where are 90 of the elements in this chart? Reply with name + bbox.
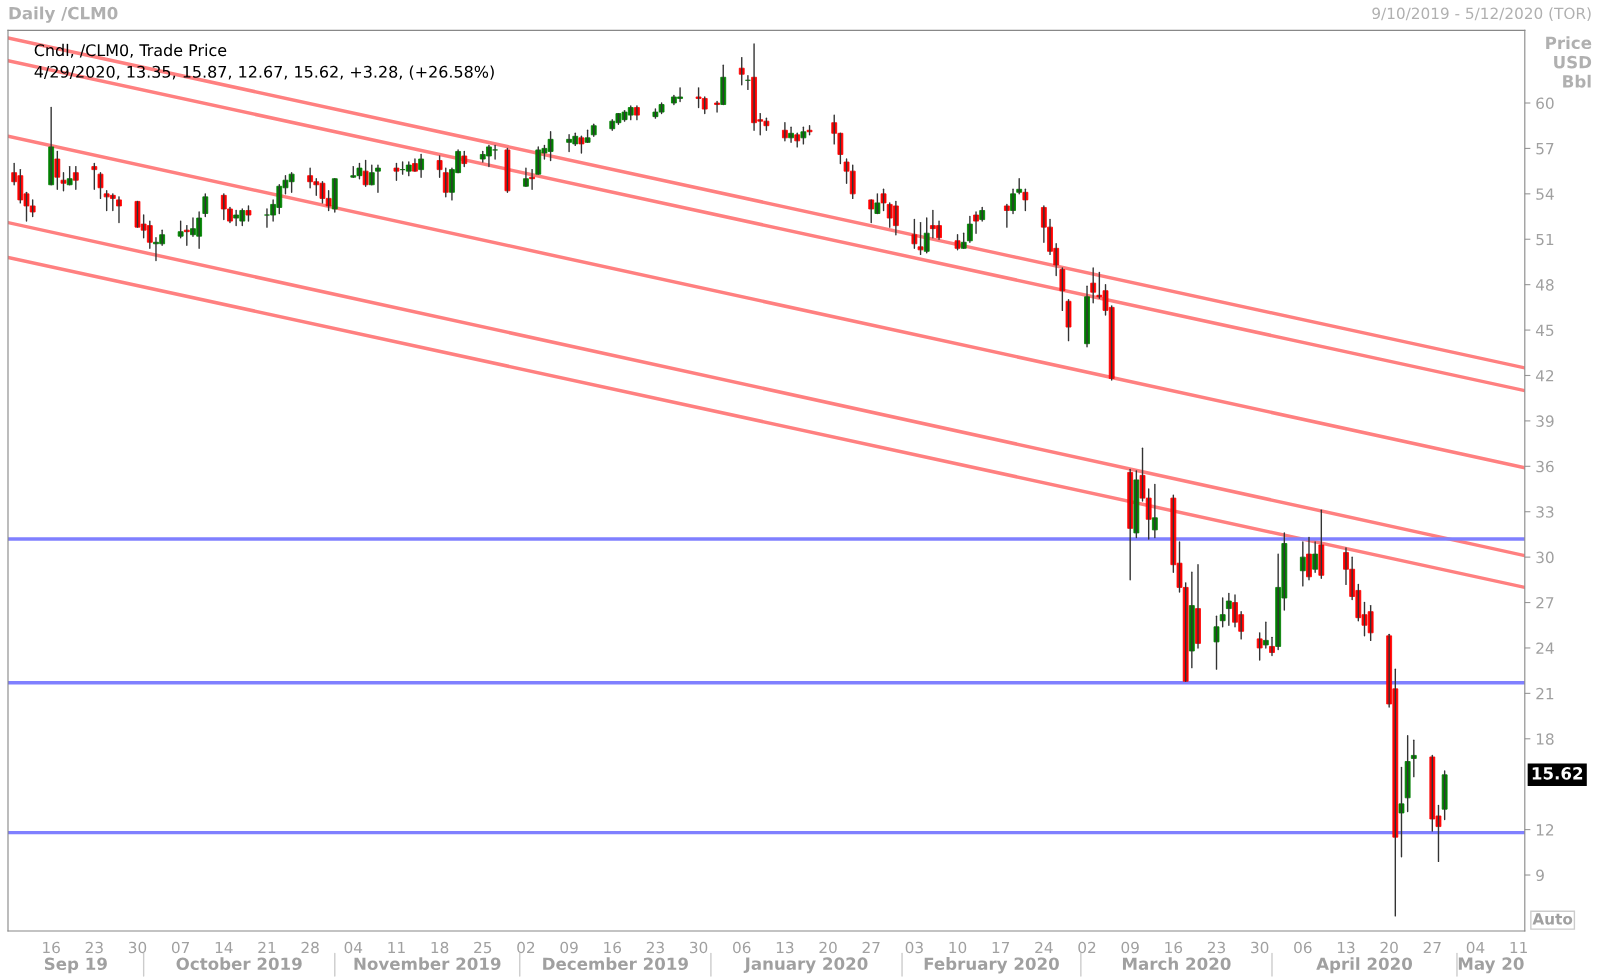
text: February 2020 (924, 957, 1059, 974)
x-tick-label: 30 (690, 941, 708, 954)
y-tick-label: 42 (1535, 369, 1554, 382)
candlestick (1219, 597, 1226, 628)
candlestick (97, 171, 104, 200)
x-tick-label: 25 (474, 941, 492, 954)
x-tick-label: 20 (819, 941, 837, 954)
candlestick (880, 188, 887, 212)
x-tick-label: 07 (171, 941, 190, 954)
annotation: 4/29/2020, 13.35, 15.87, 12.67, 15.62, +3.28, (+26.58%) (34, 65, 494, 80)
candlestick (917, 221, 924, 256)
y-tick-label: 54 (1536, 188, 1554, 200)
x-tick-label: 03 (905, 941, 923, 954)
text: Auto (1532, 913, 1573, 925)
y-tick-label: 18 (1536, 733, 1554, 745)
x-tick-label: 09 (560, 941, 578, 954)
y-tick-label: 36 (1536, 460, 1554, 473)
y-tick-label: 51 (1536, 233, 1554, 246)
x-tick-label: 04 (344, 941, 363, 954)
y-tick-label: 45 (1535, 324, 1554, 337)
text: January 2020 (743, 957, 868, 974)
candlestick (202, 193, 209, 218)
candlestick (874, 193, 881, 215)
y-tick-label: 27 (1536, 597, 1554, 609)
y-axis-title: Price USD Bbl (1546, 36, 1592, 88)
y-tick-label: 39 (1536, 415, 1554, 427)
chart-subtitle: 9/10/2019 - 5/12/2020 (TOR) (1372, 7, 1591, 21)
x-tick-label: 28 (301, 941, 319, 954)
candlestick (714, 100, 720, 113)
x-tick-label: 02 (517, 941, 535, 954)
text: November 2019 (354, 957, 501, 971)
x-tick-label: 30 (128, 941, 147, 954)
candlestick (362, 159, 369, 187)
x-tick-label: 16 (604, 941, 622, 954)
y-tick-label: 57 (1536, 143, 1554, 155)
candlestick (1022, 188, 1029, 212)
text: 15.62 (1532, 767, 1583, 780)
candlestick (375, 164, 381, 194)
x-tick-label: 06 (1294, 941, 1312, 954)
candlestick (436, 155, 443, 178)
x-tick-label: 27 (862, 941, 880, 954)
candlestick (60, 171, 67, 192)
x-tick-label: 24 (1035, 941, 1053, 954)
y-tick-label: 9 (1536, 869, 1544, 882)
x-tick-label: 11 (388, 941, 405, 954)
candlestick (54, 150, 61, 190)
x-tick-label: 06 (733, 941, 751, 954)
x-tick-label: 10 (949, 941, 967, 954)
candlestick (504, 147, 511, 194)
x-tick-label: 17 (992, 941, 1010, 954)
text: Sep 19 (44, 957, 107, 974)
x-tick-label: 13 (1337, 941, 1355, 954)
candlestick (1213, 615, 1220, 670)
chart-title: Daily /CLM0 (9, 6, 118, 23)
x-tick-label: 13 (776, 941, 794, 954)
candlestick (868, 199, 875, 224)
annotation: Cndl, /CLM0, Trade Price (34, 43, 227, 58)
text: May 20 (1458, 957, 1524, 974)
candlestick (1065, 299, 1072, 342)
text: March 2020 (1122, 957, 1231, 971)
text: October 2019 (176, 957, 302, 971)
x-tick-label: 04 (1466, 941, 1485, 954)
y-tick-label: 12 (1536, 824, 1554, 836)
x-tick-label: 20 (1380, 941, 1398, 954)
candlestick (91, 162, 98, 190)
x-tick-label: 30 (1251, 941, 1269, 954)
x-tick-label: 21 (258, 941, 276, 954)
text: December 2019 (543, 957, 688, 971)
x-tick-label: 09 (1121, 941, 1139, 954)
y-tick-label: 24 (1536, 642, 1554, 654)
x-tick-label: 23 (646, 941, 664, 954)
y-tick-label: 33 (1536, 506, 1554, 518)
x-tick-label: 14 (215, 941, 233, 954)
candlestick (1256, 632, 1263, 661)
candlestick (66, 165, 73, 186)
x-tick-label: 11 (1510, 941, 1527, 954)
x-tick-label: 23 (85, 941, 103, 954)
candlestick (738, 56, 745, 86)
x-tick-label: 23 (1207, 941, 1225, 954)
y-tick-label: 30 (1536, 551, 1554, 564)
x-tick-label: 16 (1165, 941, 1183, 954)
y-tick-label: 21 (1536, 687, 1554, 700)
x-tick-label: 02 (1078, 941, 1096, 954)
x-tick-label: 27 (1423, 941, 1441, 954)
y-tick-label: 48 (1535, 279, 1554, 291)
x-tick-label: 18 (431, 941, 449, 954)
x-tick-label: 16 (43, 941, 60, 954)
y-tick-label: 60 (1536, 97, 1554, 110)
candlestick (1398, 766, 1405, 858)
text: April 2020 (1316, 957, 1413, 974)
